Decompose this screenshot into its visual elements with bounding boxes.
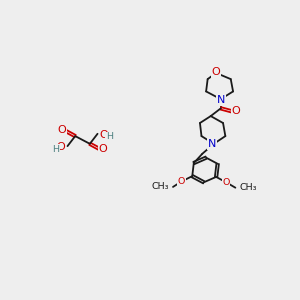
Text: CH₃: CH₃ [239, 183, 257, 192]
Text: O: O [232, 106, 241, 116]
Text: N: N [217, 95, 225, 105]
Text: N: N [208, 139, 217, 149]
Text: O: O [99, 144, 107, 154]
Text: H: H [106, 132, 113, 141]
Text: CH₃: CH₃ [152, 182, 169, 191]
Text: O: O [178, 177, 185, 186]
Text: H: H [52, 145, 59, 154]
Text: O: O [58, 125, 67, 135]
Text: O: O [100, 130, 109, 140]
Text: O: O [222, 178, 230, 187]
Text: O: O [212, 67, 220, 77]
Text: O: O [56, 142, 65, 152]
